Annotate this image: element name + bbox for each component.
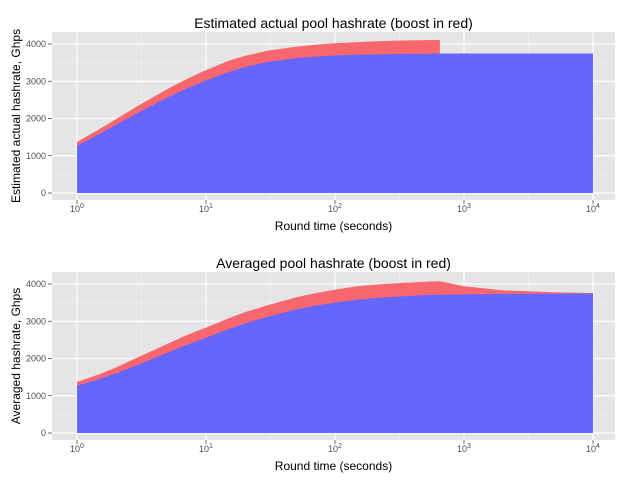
- x-tick-base: 10: [586, 204, 596, 214]
- y-tick-label: 1000: [26, 391, 46, 401]
- x-tick-exponent: 3: [467, 443, 471, 450]
- y-tick-label: 4000: [26, 39, 46, 49]
- x-tick-label: 104: [586, 203, 600, 214]
- x-tick-base: 10: [70, 444, 80, 454]
- x-axis-title: Round time (seconds): [275, 219, 392, 233]
- y-tick-label: 2000: [26, 354, 46, 364]
- x-axis-title: Round time (seconds): [275, 459, 392, 473]
- x-tick-base: 10: [328, 204, 338, 214]
- x-tick-base: 10: [328, 444, 338, 454]
- x-tick-exponent: 2: [338, 443, 342, 450]
- x-tick-label: 104: [586, 443, 600, 454]
- area-series-1: [77, 293, 593, 433]
- x-tick-exponent: 2: [338, 203, 342, 210]
- y-tick-label: 3000: [26, 316, 46, 326]
- x-tick-label: 100: [70, 203, 84, 214]
- y-tick-label: 2000: [26, 114, 46, 124]
- y-axis-title: Averaged hashrate, Ghps: [9, 288, 23, 425]
- y-tick-label: 0: [41, 428, 46, 438]
- chart-title: Estimated actual pool hashrate (boost in…: [194, 15, 473, 31]
- area-series-1: [77, 53, 593, 193]
- x-tick-label: 100: [70, 443, 84, 454]
- y-tick-label: 3000: [26, 76, 46, 86]
- y-tick-label: 4000: [26, 279, 46, 289]
- y-axis-title: Estimated actual hashrate, Ghps: [9, 29, 23, 203]
- x-tick-label: 103: [457, 443, 471, 454]
- x-tick-exponent: 1: [209, 443, 213, 450]
- x-tick-exponent: 3: [467, 203, 471, 210]
- x-tick-base: 10: [70, 204, 80, 214]
- x-tick-label: 102: [328, 443, 342, 454]
- chart-title: Averaged pool hashrate (boost in red): [216, 255, 451, 271]
- x-tick-label: 102: [328, 203, 342, 214]
- x-tick-label: 103: [457, 203, 471, 214]
- x-tick-label: 101: [199, 203, 213, 214]
- x-tick-base: 10: [199, 204, 209, 214]
- x-tick-label: 101: [199, 443, 213, 454]
- x-tick-base: 10: [199, 444, 209, 454]
- x-tick-exponent: 4: [596, 203, 600, 210]
- x-tick-exponent: 0: [80, 203, 84, 210]
- x-tick-base: 10: [457, 444, 467, 454]
- x-tick-base: 10: [586, 444, 596, 454]
- x-tick-exponent: 0: [80, 443, 84, 450]
- x-tick-exponent: 4: [596, 443, 600, 450]
- x-tick-exponent: 1: [209, 203, 213, 210]
- y-tick-label: 0: [41, 188, 46, 198]
- y-tick-label: 1000: [26, 151, 46, 161]
- x-tick-base: 10: [457, 204, 467, 214]
